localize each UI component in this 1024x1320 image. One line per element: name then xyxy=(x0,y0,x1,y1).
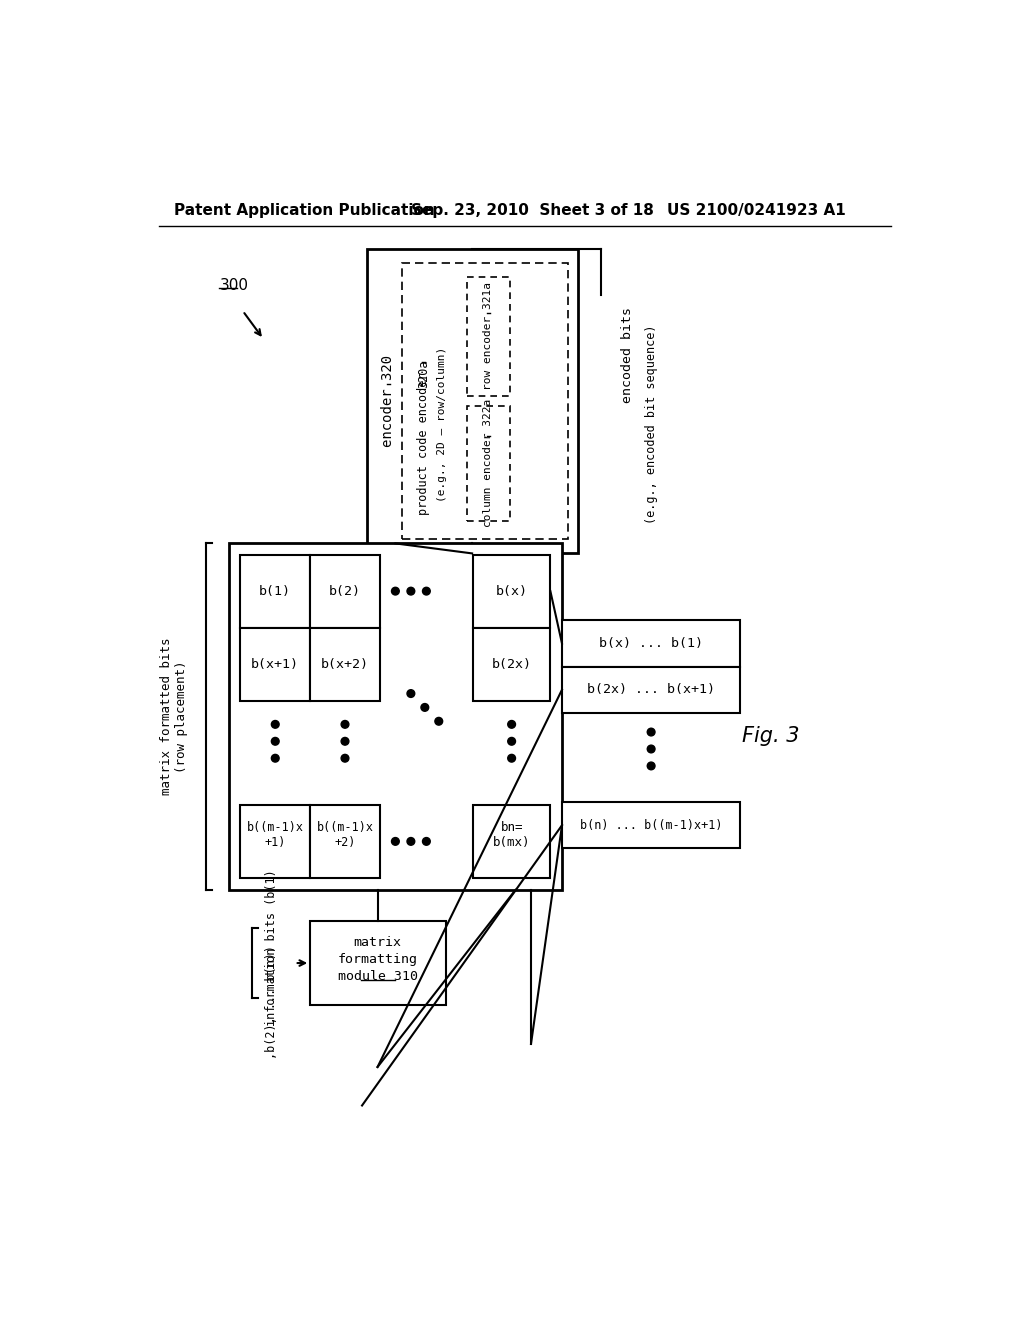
Text: matrix: matrix xyxy=(353,936,401,949)
Text: ,b(2), ... b(n)): ,b(2), ... b(n)) xyxy=(265,945,278,1059)
Circle shape xyxy=(423,837,430,845)
Circle shape xyxy=(435,718,442,725)
Circle shape xyxy=(508,721,515,729)
Text: (e.g., encoded bit sequence): (e.g., encoded bit sequence) xyxy=(645,325,657,524)
Circle shape xyxy=(647,744,655,752)
Text: US 2100/0241923 A1: US 2100/0241923 A1 xyxy=(667,203,846,218)
Text: b(x) ... b(1): b(x) ... b(1) xyxy=(599,638,703,649)
Text: b(x+2): b(x+2) xyxy=(321,657,369,671)
Circle shape xyxy=(391,587,399,595)
Bar xyxy=(241,554,310,628)
Circle shape xyxy=(508,738,515,744)
Text: b(2x): b(2x) xyxy=(492,657,531,671)
Text: b(2): b(2) xyxy=(329,585,361,598)
Circle shape xyxy=(423,587,430,595)
Bar xyxy=(473,805,550,878)
Circle shape xyxy=(407,587,415,595)
Bar xyxy=(228,544,562,890)
Circle shape xyxy=(421,704,429,711)
Bar xyxy=(473,628,550,701)
Text: encoded bits: encoded bits xyxy=(622,306,635,403)
Bar xyxy=(401,263,568,539)
Text: matrix formatted bits
(row placement): matrix formatted bits (row placement) xyxy=(161,638,188,796)
Bar xyxy=(562,667,740,713)
Circle shape xyxy=(341,738,349,744)
Text: b(x+1): b(x+1) xyxy=(251,657,299,671)
Text: information bits (b(1): information bits (b(1) xyxy=(265,870,278,1026)
Circle shape xyxy=(271,738,280,744)
Circle shape xyxy=(341,755,349,762)
Bar xyxy=(310,628,380,701)
Text: Fig. 3: Fig. 3 xyxy=(742,726,800,746)
Circle shape xyxy=(391,837,399,845)
Circle shape xyxy=(407,837,415,845)
Text: formatting: formatting xyxy=(338,953,418,966)
Text: (e.g., 2D – row/column): (e.g., 2D – row/column) xyxy=(437,346,446,502)
Bar xyxy=(241,628,310,701)
Bar xyxy=(467,405,510,521)
Circle shape xyxy=(341,721,349,729)
Text: b(x): b(x) xyxy=(496,585,527,598)
Circle shape xyxy=(647,762,655,770)
Circle shape xyxy=(647,729,655,737)
Text: Patent Application Publication: Patent Application Publication xyxy=(174,203,435,218)
Bar xyxy=(310,921,445,1006)
Text: b((m-1)x
+1): b((m-1)x +1) xyxy=(247,821,304,849)
Bar xyxy=(310,554,380,628)
Text: encoder 320: encoder 320 xyxy=(381,355,395,447)
Text: b((m-1)x
+2): b((m-1)x +2) xyxy=(316,821,374,849)
Text: b(2x) ... b(x+1): b(2x) ... b(x+1) xyxy=(587,684,715,696)
Text: row encoder 321a: row encoder 321a xyxy=(483,282,494,391)
Text: column encoder 322a: column encoder 322a xyxy=(483,399,494,528)
Text: b(1): b(1) xyxy=(259,585,291,598)
Bar xyxy=(562,620,740,667)
Bar xyxy=(241,805,310,878)
Text: bn=
b(mx): bn= b(mx) xyxy=(493,821,530,849)
Circle shape xyxy=(271,755,280,762)
Circle shape xyxy=(271,721,280,729)
Text: Sep. 23, 2010  Sheet 3 of 18: Sep. 23, 2010 Sheet 3 of 18 xyxy=(411,203,653,218)
Bar xyxy=(467,277,510,396)
Circle shape xyxy=(407,689,415,697)
Bar xyxy=(367,249,578,553)
Text: 320a: 320a xyxy=(417,360,430,388)
Bar xyxy=(562,803,740,849)
Bar xyxy=(473,554,550,628)
Text: 300: 300 xyxy=(219,279,249,293)
Text: b(n) ... b((m-1)x+1): b(n) ... b((m-1)x+1) xyxy=(580,818,722,832)
Bar xyxy=(310,805,380,878)
Circle shape xyxy=(508,755,515,762)
Text: module 310: module 310 xyxy=(338,970,418,982)
Text: product code encoder: product code encoder xyxy=(417,372,430,515)
